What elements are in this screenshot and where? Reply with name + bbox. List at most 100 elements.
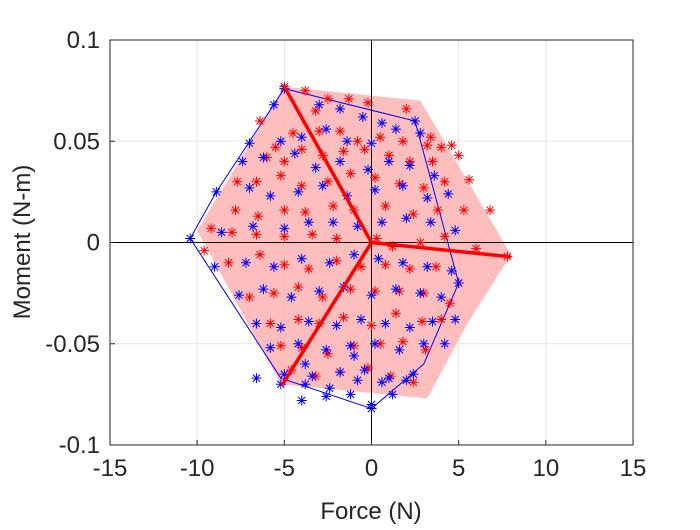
blue-data-point — [363, 164, 374, 175]
red-data-point — [363, 97, 374, 108]
red-data-point — [401, 103, 412, 114]
red-data-point — [380, 201, 391, 212]
blue-data-point — [415, 128, 426, 139]
red-data-point — [296, 180, 307, 191]
red-data-point — [199, 245, 210, 256]
red-data-point — [394, 286, 405, 297]
blue-data-point — [369, 184, 380, 195]
x-tick-label: -5 — [274, 455, 295, 482]
red-data-point — [369, 286, 380, 297]
blue-data-point — [314, 99, 325, 110]
red-data-point — [439, 176, 450, 187]
red-data-point — [244, 292, 255, 303]
red-data-point — [356, 261, 367, 272]
blue-data-point — [275, 136, 286, 147]
blue-data-point — [258, 284, 269, 295]
red-data-point — [275, 340, 286, 351]
red-data-point — [390, 308, 401, 319]
red-data-point — [331, 255, 342, 266]
blue-data-point — [401, 213, 412, 224]
blue-data-point — [324, 257, 335, 268]
blue-data-point — [418, 338, 429, 349]
data-points — [185, 81, 513, 414]
blue-data-point — [303, 217, 314, 228]
red-data-point — [352, 136, 363, 147]
red-data-point — [422, 140, 433, 151]
blue-data-point — [331, 320, 342, 331]
red-data-point — [335, 126, 346, 137]
x-axis-label: Force (N) — [320, 498, 421, 525]
x-tick-label: 15 — [620, 455, 647, 482]
red-data-point — [279, 259, 290, 270]
red-data-point — [322, 348, 333, 359]
blue-data-point — [300, 379, 311, 390]
blue-data-point — [404, 322, 415, 333]
red-data-point — [275, 170, 286, 181]
blue-data-point — [373, 253, 384, 264]
blue-data-point — [450, 225, 461, 236]
blue-data-point — [387, 389, 398, 400]
red-data-point — [387, 241, 398, 252]
red-data-point — [338, 312, 349, 323]
red-data-point — [253, 211, 264, 222]
red-data-point — [485, 205, 496, 216]
red-data-point — [331, 233, 342, 244]
red-data-point — [317, 292, 328, 303]
red-data-point — [464, 174, 475, 185]
blue-data-point — [359, 365, 370, 376]
red-data-point — [439, 231, 450, 242]
red-data-point — [293, 314, 304, 325]
red-data-point — [404, 263, 415, 274]
blue-data-point — [314, 286, 325, 297]
blue-data-point — [244, 182, 255, 193]
red-data-point — [366, 320, 377, 331]
red-data-point — [369, 172, 380, 183]
x-tick-label: 0 — [365, 455, 378, 482]
blue-data-point — [450, 314, 461, 325]
red-data-point — [296, 144, 307, 155]
red-data-point — [444, 298, 455, 309]
blue-data-point — [293, 186, 304, 197]
blue-data-point — [321, 391, 332, 402]
red-data-point — [431, 261, 442, 272]
blue-data-point — [410, 116, 421, 126]
red-data-point — [418, 182, 429, 193]
blue-data-point — [328, 217, 339, 228]
red-data-point — [345, 284, 356, 295]
red-data-point — [432, 205, 443, 216]
blue-data-point — [366, 138, 377, 149]
red-data-point — [425, 132, 436, 143]
blue-data-point — [439, 338, 450, 349]
red-data-point — [420, 344, 431, 355]
blue-data-point — [342, 136, 353, 147]
red-data-point — [279, 205, 290, 216]
blue-data-point — [335, 367, 346, 378]
red-data-point — [254, 116, 265, 126]
blue-data-point — [185, 233, 196, 244]
blue-data-point — [443, 188, 454, 199]
blue-data-point — [307, 371, 318, 382]
blue-data-point — [394, 344, 405, 355]
blue-data-point — [279, 369, 290, 380]
blue-data-point — [422, 261, 433, 272]
red-vectors — [280, 84, 511, 386]
blue-data-point — [244, 138, 255, 149]
red-data-point — [293, 282, 304, 293]
blue-data-point — [383, 373, 394, 384]
red-data-point — [446, 140, 457, 151]
x-tick-label: 10 — [532, 455, 559, 482]
red-data-point — [227, 227, 238, 238]
red-data-point — [458, 205, 469, 216]
blue-data-point — [366, 399, 377, 410]
red-data-point — [436, 314, 447, 325]
red-data-point — [345, 168, 356, 179]
red-data-point — [310, 105, 321, 116]
blue-data-point — [296, 253, 307, 264]
blue-data-point — [415, 288, 426, 299]
blue-data-point — [321, 344, 332, 355]
red-data-point — [453, 150, 464, 161]
blue-data-point — [300, 359, 311, 369]
red-data-point — [397, 336, 408, 347]
blue-data-point — [240, 257, 251, 268]
red-data-point — [206, 223, 217, 234]
